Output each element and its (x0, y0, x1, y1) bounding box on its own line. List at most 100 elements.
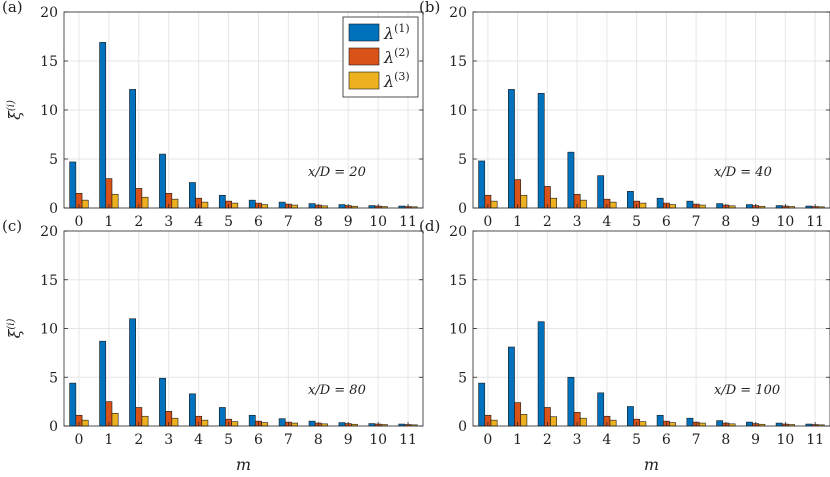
bar-3-m0 (81, 419, 89, 427)
bar-1-m6 (656, 197, 664, 209)
bar-1-m9 (338, 422, 346, 427)
x-tick-label: 2 (543, 214, 552, 230)
y-tick-label: 0 (49, 419, 58, 435)
bar-1-m8 (308, 203, 316, 209)
x-tick-label: 1 (513, 214, 522, 230)
bar-3-m5 (231, 421, 239, 427)
x-tick-label: 8 (314, 432, 323, 448)
annotation: x/D = 100 (714, 383, 780, 398)
bar-3-m2 (550, 416, 557, 427)
x-tick-label: 6 (254, 214, 263, 230)
bar-1-m9 (746, 421, 753, 427)
x-tick-label: 8 (721, 214, 730, 230)
bar-1-m4 (189, 393, 196, 427)
bar-1-m3 (567, 376, 575, 427)
bar-3-m1 (111, 413, 119, 427)
bar-1-m2 (129, 318, 136, 427)
y-tick-label: 15 (449, 273, 467, 289)
bar-1-m0 (69, 382, 77, 427)
bar-1-m5 (218, 194, 226, 209)
x-tick-label: 7 (692, 214, 701, 230)
y-tick-label: 15 (449, 54, 467, 70)
x-tick-label: 3 (164, 214, 173, 230)
legend-label-3: λ(3) (383, 70, 410, 91)
bar-1-m6 (248, 414, 256, 427)
bar-1-m3 (159, 153, 166, 209)
y-tick-label: 10 (40, 322, 58, 338)
x-tick-label: 6 (662, 432, 671, 448)
bar-3-m4 (201, 419, 209, 427)
bar-3-m3 (171, 198, 179, 209)
x-tick-label: 4 (194, 214, 203, 230)
bar-1-m1 (508, 89, 515, 209)
bar-3-m3 (579, 417, 587, 427)
x-axis-label: m (236, 455, 251, 473)
x-tick-label: 11 (399, 214, 417, 230)
bar-3-m0 (490, 200, 498, 209)
bar-1-m5 (627, 406, 634, 427)
x-tick-label: 11 (806, 432, 824, 448)
x-tick-label: 6 (254, 432, 263, 448)
bar-3-m2 (550, 197, 557, 209)
legend-swatch-1 (348, 23, 380, 42)
bar-1-m0 (478, 160, 486, 209)
y-tick-label: 20 (40, 5, 58, 21)
bar-1-m8 (716, 203, 724, 209)
bar-1-m3 (159, 377, 166, 427)
bar-1-m10 (775, 422, 783, 427)
x-tick-label: 5 (224, 214, 233, 230)
legend: λ(1) λ(2) λ(3) (342, 16, 419, 98)
x-tick-label: 1 (104, 432, 113, 448)
bar-1-m6 (248, 199, 256, 209)
x-tick-label: 1 (104, 214, 113, 230)
bar-1-m2 (537, 321, 545, 427)
bar-3-m7 (291, 422, 298, 427)
x-tick-label: 8 (721, 432, 730, 448)
bar-3-m1 (520, 194, 528, 209)
y-tick-label: 0 (458, 201, 467, 217)
bar-3-m1 (520, 413, 528, 427)
bar-3-m2 (141, 415, 149, 427)
bar-1-m9 (338, 204, 346, 209)
x-tick-label: 2 (543, 432, 552, 448)
bar-1-m2 (537, 93, 545, 209)
bar-1-m0 (478, 382, 486, 427)
x-tick-label: 10 (776, 432, 794, 448)
x-tick-label: 4 (602, 214, 611, 230)
panel-label: (b) (419, 0, 440, 16)
bar-3-m6 (669, 422, 676, 427)
x-tick-label: 10 (369, 432, 387, 448)
x-tick-label: 4 (602, 432, 611, 448)
y-tick-label: 10 (449, 103, 467, 119)
bar-3-m7 (291, 204, 298, 209)
x-tick-label: 1 (513, 432, 522, 448)
x-tick-label: 9 (751, 214, 760, 230)
panel-label: (d) (419, 217, 440, 235)
x-tick-label: 10 (369, 214, 387, 230)
bar-3-m3 (171, 417, 179, 427)
panel-label: (c) (2, 217, 22, 235)
bar-1-m1 (508, 346, 515, 427)
y-axis-label: ξ(i) (5, 100, 24, 120)
y-tick-label: 5 (458, 152, 467, 168)
bar-1-m2 (129, 89, 136, 209)
y-tick-label: 0 (458, 419, 467, 435)
x-tick-label: 4 (194, 432, 203, 448)
bar-1-m7 (278, 418, 286, 427)
legend-swatch-2 (348, 47, 380, 66)
x-tick-label: 2 (134, 214, 143, 230)
y-tick-label: 20 (40, 224, 58, 240)
bar-3-m6 (669, 204, 676, 209)
x-tick-label: 7 (284, 432, 293, 448)
bar-1-m5 (627, 191, 634, 209)
y-tick-label: 5 (49, 152, 58, 168)
x-tick-label: 5 (632, 214, 641, 230)
y-tick-label: 20 (449, 5, 467, 21)
x-tick-label: 2 (134, 432, 143, 448)
x-tick-label: 0 (483, 432, 492, 448)
bar-1-m0 (69, 161, 77, 209)
x-tick-label: 0 (483, 214, 492, 230)
annotation: x/D = 80 (308, 383, 366, 398)
